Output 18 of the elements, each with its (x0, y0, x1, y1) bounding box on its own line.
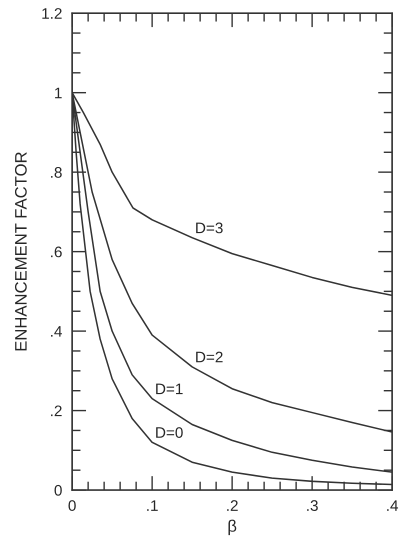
y-tick-label: .2 (51, 405, 62, 416)
y-axis-title: ENHANCEMENT FACTOR (14, 152, 27, 350)
series-label: D=0 (156, 427, 183, 438)
y-tick-label: .4 (51, 326, 62, 337)
x-tick-label: .4 (387, 500, 398, 511)
series-label: D=1 (156, 384, 183, 394)
y-tick-label: .8 (51, 167, 62, 178)
x-tick-label: 0 (68, 500, 76, 511)
x-tick-label: .1 (147, 500, 158, 511)
series-label: D=2 (196, 352, 223, 362)
x-tick-label: .3 (307, 500, 318, 511)
x-tick-label: .2 (227, 500, 238, 511)
x-axis-title: β (228, 520, 236, 536)
y-tick-label: .6 (51, 246, 62, 258)
y-tick-label: 1 (55, 88, 62, 98)
y-tick-label: 0 (54, 484, 62, 496)
series-label: D=3 (196, 222, 223, 234)
y-tick-label: 1.2 (42, 8, 62, 19)
